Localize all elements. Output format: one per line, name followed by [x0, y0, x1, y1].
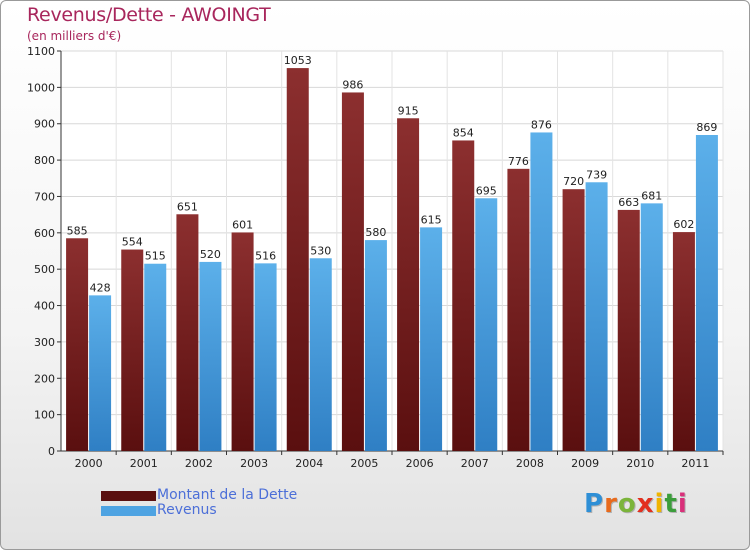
logo-letter: r: [604, 489, 618, 519]
x-tick-label: 2008: [516, 457, 544, 470]
data-label-dette: 554: [122, 236, 143, 249]
logo-letter: i: [654, 489, 665, 519]
data-label-revenus: 869: [696, 121, 717, 134]
proxiti-logo: Proxiti: [584, 489, 688, 519]
bar-dette: [176, 214, 199, 451]
y-tick-label: 1000: [27, 81, 55, 94]
x-tick-label: 2003: [240, 457, 268, 470]
y-tick-label: 1100: [27, 45, 55, 58]
bar-dette: [341, 92, 364, 452]
bar-revenus: [530, 132, 553, 452]
data-label-revenus: 615: [421, 213, 442, 226]
data-label-dette: 601: [232, 218, 253, 231]
legend-swatch-revenus: [101, 506, 156, 516]
data-label-revenus: 530: [310, 244, 331, 257]
y-tick-label: 300: [34, 336, 55, 349]
bar-dette: [617, 209, 640, 451]
bar-revenus: [309, 258, 332, 451]
bar-dette: [452, 140, 475, 452]
x-tick-label: 2010: [626, 457, 654, 470]
y-tick-label: 700: [34, 190, 55, 203]
bar-revenus: [89, 295, 112, 451]
data-label-revenus: 695: [476, 184, 497, 197]
bar-revenus: [475, 198, 498, 451]
x-tick-label: 2000: [75, 457, 103, 470]
data-label-revenus: 520: [200, 248, 221, 261]
logo-letter: x: [636, 489, 655, 519]
bar-dette: [231, 232, 254, 451]
bar-revenus: [254, 263, 277, 451]
bar-dette: [397, 118, 420, 451]
y-tick-label: 0: [48, 445, 55, 458]
x-tick-label: 2006: [406, 457, 434, 470]
y-tick-label: 100: [34, 409, 55, 422]
data-label-dette: 1053: [284, 54, 312, 67]
bar-dette: [672, 232, 695, 451]
data-label-revenus: 739: [586, 168, 607, 181]
chart-title: Revenus/Dette - AWOINGT: [27, 4, 271, 26]
data-label-revenus: 515: [145, 250, 166, 263]
legend-label-dette: Montant de la Dette: [157, 487, 298, 503]
y-tick-label: 400: [34, 300, 55, 313]
bar-revenus: [420, 227, 443, 451]
data-label-dette: 585: [67, 224, 88, 237]
logo-letter: o: [617, 489, 637, 519]
x-tick-label: 2002: [185, 457, 213, 470]
bar-revenus: [695, 135, 718, 451]
data-label-revenus: 516: [255, 249, 276, 262]
data-label-dette: 915: [398, 104, 419, 117]
legend-swatch-dette: [101, 491, 156, 501]
bar-revenus: [199, 261, 222, 451]
data-label-dette: 651: [177, 200, 198, 213]
data-label-dette: 986: [342, 78, 363, 91]
bar-dette: [562, 189, 585, 451]
data-label-revenus: 428: [90, 281, 111, 294]
x-tick-label: 2004: [295, 457, 323, 470]
x-tick-label: 2007: [461, 457, 489, 470]
bar-revenus: [144, 263, 167, 451]
bar-dette: [66, 238, 89, 451]
y-tick-label: 800: [34, 154, 55, 167]
data-label-dette: 663: [618, 196, 639, 209]
y-tick-label: 600: [34, 227, 55, 240]
logo-letter: t: [664, 489, 678, 519]
bar-revenus: [364, 240, 387, 451]
data-label-dette: 720: [563, 175, 584, 188]
bar-dette: [286, 68, 309, 451]
logo-letter: P: [584, 489, 605, 519]
bar-revenus: [585, 182, 608, 452]
bar-revenus: [640, 203, 663, 451]
x-tick-label: 2005: [350, 457, 378, 470]
x-tick-label: 2001: [130, 457, 158, 470]
data-label-dette: 776: [508, 155, 529, 168]
bar-dette: [507, 168, 530, 451]
x-tick-label: 2011: [681, 457, 709, 470]
data-label-revenus: 580: [365, 226, 386, 239]
x-tick-label: 2009: [571, 457, 599, 470]
chart-subtitle: (en milliers d'€): [27, 29, 122, 43]
data-label-dette: 854: [453, 126, 474, 139]
data-label-revenus: 681: [641, 189, 662, 202]
y-tick-label: 200: [34, 372, 55, 385]
y-tick-label: 900: [34, 118, 55, 131]
y-tick-label: 500: [34, 263, 55, 276]
legend-label-revenus: Revenus: [157, 502, 217, 518]
data-label-revenus: 876: [531, 118, 552, 131]
data-label-dette: 602: [673, 218, 694, 231]
logo-letter: i: [677, 489, 688, 519]
bar-dette: [121, 249, 144, 451]
